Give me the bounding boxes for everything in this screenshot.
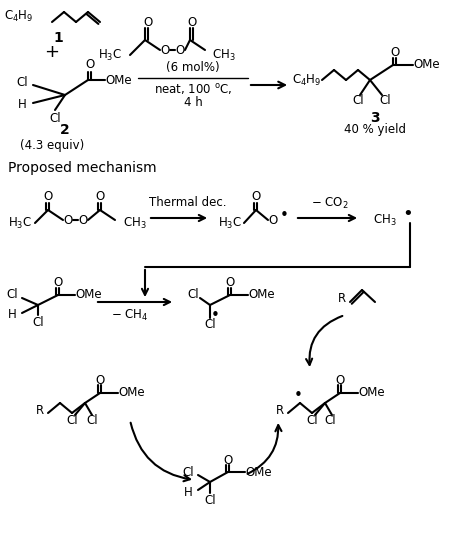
Text: 2: 2 xyxy=(60,123,70,137)
Text: R: R xyxy=(36,404,44,417)
Text: O: O xyxy=(143,15,153,28)
Text: (4.3 equiv): (4.3 equiv) xyxy=(20,138,84,152)
Text: Cl: Cl xyxy=(324,413,336,427)
Text: $\mathsf{C_4H_9}$: $\mathsf{C_4H_9}$ xyxy=(292,73,321,88)
Text: O: O xyxy=(95,191,105,203)
Text: H: H xyxy=(8,309,17,321)
Text: Cl: Cl xyxy=(6,288,18,302)
Text: R: R xyxy=(338,292,346,304)
Text: OMe: OMe xyxy=(358,387,384,399)
Text: OMe: OMe xyxy=(248,288,274,302)
Text: Thermal dec.: Thermal dec. xyxy=(149,197,227,209)
Text: $\mathsf{H_3C}$: $\mathsf{H_3C}$ xyxy=(8,215,32,231)
Text: Cl: Cl xyxy=(204,493,216,507)
Text: O: O xyxy=(187,15,197,28)
Text: Proposed mechanism: Proposed mechanism xyxy=(8,161,156,175)
Text: Cl: Cl xyxy=(204,318,216,332)
Text: H: H xyxy=(18,98,27,112)
Text: OMe: OMe xyxy=(75,288,101,302)
Text: Cl: Cl xyxy=(306,413,318,427)
Text: Cl: Cl xyxy=(187,288,199,302)
Text: $\mathsf{H_3C}$: $\mathsf{H_3C}$ xyxy=(218,215,242,231)
Text: +: + xyxy=(45,43,60,61)
Text: O: O xyxy=(78,214,88,226)
Text: OMe: OMe xyxy=(245,466,272,478)
Text: O: O xyxy=(175,43,185,57)
Text: $\mathsf{-\ CH_4}$: $\mathsf{-\ CH_4}$ xyxy=(111,308,149,323)
Text: O: O xyxy=(251,191,261,203)
Text: $\mathsf{CH_3}$: $\mathsf{CH_3}$ xyxy=(373,213,397,227)
Text: O: O xyxy=(85,59,95,72)
Text: 3: 3 xyxy=(370,111,380,125)
Text: OMe: OMe xyxy=(105,74,132,87)
Text: O: O xyxy=(391,45,400,59)
Text: (6 mol%): (6 mol%) xyxy=(166,61,220,75)
Text: $\mathsf{C_4H_9}$: $\mathsf{C_4H_9}$ xyxy=(4,9,34,23)
Text: 40 % yield: 40 % yield xyxy=(344,123,406,137)
Text: $\mathsf{H_3C}$: $\mathsf{H_3C}$ xyxy=(98,48,122,62)
Text: 4 h: 4 h xyxy=(183,96,202,108)
Text: Cl: Cl xyxy=(32,316,44,328)
Text: Cl: Cl xyxy=(352,93,364,106)
Text: O: O xyxy=(64,214,73,226)
Text: $\mathsf{CH_3}$: $\mathsf{CH_3}$ xyxy=(123,215,146,231)
Text: $\mathsf{CH_3}$: $\mathsf{CH_3}$ xyxy=(212,48,236,62)
Text: •: • xyxy=(280,208,289,224)
Text: OMe: OMe xyxy=(118,387,145,399)
Text: Cl: Cl xyxy=(86,413,98,427)
Text: Cl: Cl xyxy=(49,112,61,124)
Text: neat, 100 $\mathsf{^oC}$,: neat, 100 $\mathsf{^oC}$, xyxy=(154,82,232,98)
Text: O: O xyxy=(336,373,345,387)
Text: $\mathsf{-\ CO_2}$: $\mathsf{-\ CO_2}$ xyxy=(311,195,349,210)
Text: O: O xyxy=(160,43,170,57)
Text: H: H xyxy=(183,485,192,499)
Text: O: O xyxy=(95,373,105,387)
Text: Cl: Cl xyxy=(16,75,28,89)
Text: •: • xyxy=(402,205,413,223)
Text: O: O xyxy=(223,453,233,467)
Text: OMe: OMe xyxy=(413,59,439,72)
Text: O: O xyxy=(225,276,235,288)
Text: 1: 1 xyxy=(53,31,63,45)
Text: •: • xyxy=(293,388,302,403)
Text: Cl: Cl xyxy=(379,93,391,106)
Text: O: O xyxy=(44,191,53,203)
Text: •: • xyxy=(210,308,219,323)
Text: R: R xyxy=(276,404,284,417)
Text: O: O xyxy=(54,276,63,288)
Text: Cl: Cl xyxy=(66,413,78,427)
Text: Cl: Cl xyxy=(182,466,194,478)
Text: O: O xyxy=(268,214,278,226)
